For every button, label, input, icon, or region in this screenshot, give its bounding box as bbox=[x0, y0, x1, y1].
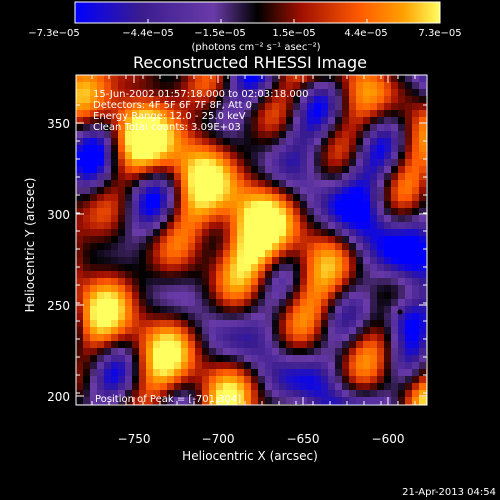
y-tick-label: 200 bbox=[47, 390, 70, 404]
x-tick-label: −750 bbox=[118, 432, 151, 446]
y-tick-label: 250 bbox=[47, 299, 70, 313]
colorbar-tick-label: −4.4e−05 bbox=[122, 28, 174, 39]
plot-frame bbox=[75, 74, 428, 406]
colorbar-tick-label: 4.4e−05 bbox=[344, 28, 387, 39]
y-tick-label: 300 bbox=[47, 208, 70, 222]
peak-marker bbox=[397, 309, 403, 315]
plot-title: Reconstructed RHESSI Image bbox=[133, 53, 367, 72]
observation-info: 15-Jun-2002 01:57:18.000 to 02:03:18.000… bbox=[93, 89, 309, 133]
colorbar-tick-label: 7.3e−05 bbox=[418, 28, 461, 39]
x-tick-label: −650 bbox=[287, 432, 320, 446]
axis-ticks bbox=[76, 75, 427, 405]
render-timestamp: 21-Apr-2013 04:54 bbox=[402, 487, 496, 498]
y-axis-label: Heliocentric Y (arcsec) bbox=[23, 178, 37, 313]
reconstructed-image bbox=[76, 75, 427, 405]
colorbar-units: (photons cm⁻² s⁻¹ asec⁻²) bbox=[191, 42, 320, 53]
x-tick-label: −700 bbox=[202, 432, 235, 446]
x-tick-label: −600 bbox=[372, 432, 405, 446]
info-line: 15-Jun-2002 01:57:18.000 to 02:03:18.000 bbox=[93, 89, 309, 100]
peak-position-label: Position of Peak = [-701,304] bbox=[95, 394, 241, 405]
y-tick-label: 350 bbox=[47, 117, 70, 131]
colorbar-ticks bbox=[74, 19, 441, 23]
colorbar: −7.3e−05 −4.4e−05 −1.5e−05 1.5e−05 4.4e−… bbox=[28, 1, 462, 53]
info-line: Energy Range: 12.0 - 25.0 keV bbox=[93, 111, 246, 122]
colorbar-tick-label: −1.5e−05 bbox=[194, 28, 246, 39]
x-axis-label: Heliocentric X (arcsec) bbox=[182, 449, 318, 463]
colorbar-gradient bbox=[74, 1, 441, 24]
colorbar-tick-label: −7.3e−05 bbox=[28, 28, 80, 39]
info-line: Detectors: 4F 5F 6F 7F 8F, Att 0 bbox=[93, 100, 252, 111]
info-line: Clean Total counts: 3.09E+03 bbox=[93, 122, 241, 133]
image-panel bbox=[75, 74, 428, 406]
colorbar-tick-label: 1.5e−05 bbox=[272, 28, 315, 39]
